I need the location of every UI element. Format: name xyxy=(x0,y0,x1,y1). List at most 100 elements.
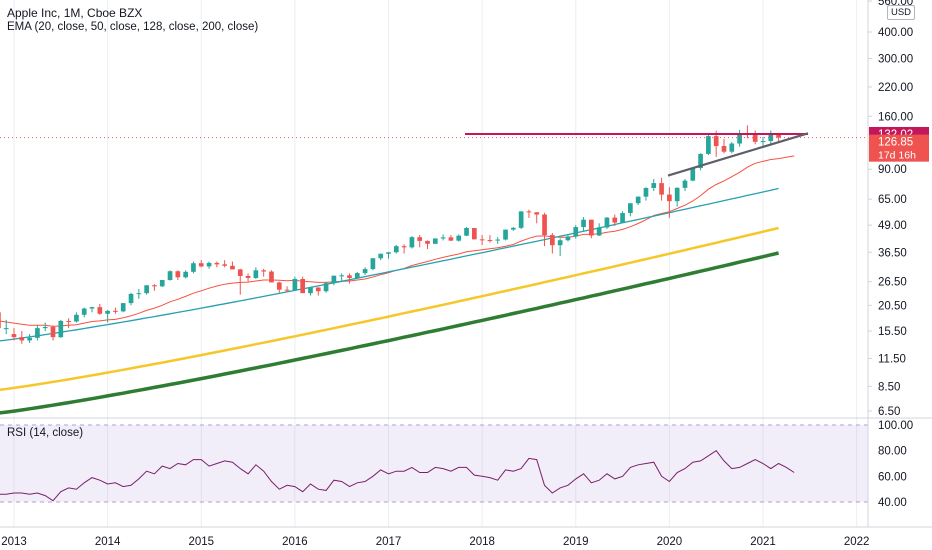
candle-body xyxy=(152,285,157,287)
candle-body xyxy=(245,275,251,278)
candle-body xyxy=(760,141,766,143)
candle-body xyxy=(534,212,540,215)
price-tick-label: 400.00 xyxy=(878,27,913,39)
ema-128-line xyxy=(0,226,779,391)
candle-body xyxy=(315,287,321,292)
last-price-tag-text: 126.85 xyxy=(878,137,913,149)
candle-body xyxy=(721,146,727,152)
candle-body xyxy=(27,337,32,341)
candle-body xyxy=(596,227,602,236)
candle-body xyxy=(354,273,360,278)
candle-body xyxy=(386,252,391,254)
candle-body xyxy=(456,235,462,241)
candle-body xyxy=(230,265,235,270)
candle-body xyxy=(674,187,680,202)
candle-body xyxy=(183,271,188,278)
time-tick-label: 2017 xyxy=(376,536,402,548)
candle-body xyxy=(440,237,446,239)
indicator-legend[interactable]: EMA (20, close, 50, close, 128, close, 2… xyxy=(7,21,259,33)
candle-body xyxy=(573,227,579,237)
symbol-title[interactable]: Apple Inc, 1M, Cboe BZX xyxy=(7,6,143,20)
ema-200-line xyxy=(0,251,779,415)
rsi-tick-label: 80.00 xyxy=(878,446,907,458)
time-tick-label: 2021 xyxy=(750,536,776,548)
price-tick-label: 300.00 xyxy=(878,53,913,65)
candle-body xyxy=(503,229,508,240)
candle-body xyxy=(159,279,165,287)
candle-body xyxy=(612,217,618,223)
time-tick-label: 2019 xyxy=(563,536,589,548)
candle-body xyxy=(136,293,142,295)
candle-body xyxy=(776,134,781,138)
candle-body xyxy=(479,239,485,241)
candle-body xyxy=(378,253,384,259)
candle-body xyxy=(105,310,110,314)
candle-body xyxy=(198,263,204,267)
rsi-band-lines xyxy=(0,424,868,503)
candle-body xyxy=(768,134,774,142)
candle-body xyxy=(557,240,563,246)
rsi-tick-label: 40.00 xyxy=(878,497,907,509)
candle-body xyxy=(120,303,126,312)
candle-body xyxy=(393,246,399,253)
candle-body xyxy=(66,320,71,322)
candle-body xyxy=(706,136,711,154)
candle-body xyxy=(253,270,259,278)
candle-body xyxy=(323,283,329,292)
drawings xyxy=(0,132,868,177)
candle-body xyxy=(261,270,267,272)
price-tick-label: 160.00 xyxy=(878,111,913,123)
candle-body xyxy=(409,237,415,248)
candle-body xyxy=(698,153,703,169)
candle-body xyxy=(550,235,555,246)
candle-body xyxy=(214,262,220,265)
candle-body xyxy=(518,211,524,228)
trend-line xyxy=(667,132,809,177)
candle-body xyxy=(128,293,134,304)
candle-body xyxy=(752,134,758,142)
last-price-tag xyxy=(869,134,929,162)
candle-body xyxy=(565,236,571,241)
candle-body xyxy=(35,328,40,338)
price-tick-label: 90.00 xyxy=(878,164,907,176)
candle-body xyxy=(425,240,430,244)
candle-body xyxy=(331,275,337,284)
rsi-line-group xyxy=(0,450,795,502)
candle-body xyxy=(3,328,9,330)
candle-body xyxy=(206,262,212,267)
candle-body xyxy=(464,228,469,236)
candle-body xyxy=(487,240,493,242)
price-tick-label: 49.00 xyxy=(878,220,907,232)
currency-button[interactable]: USD xyxy=(887,5,915,20)
candle-body xyxy=(651,183,657,188)
candle-body xyxy=(471,228,477,240)
rsi-line xyxy=(0,450,795,502)
candle-body xyxy=(682,180,688,188)
price-tick-label: 11.50 xyxy=(878,354,906,366)
candle-body xyxy=(300,278,306,294)
time-tick-label: 2014 xyxy=(95,536,121,548)
price-tick-label: 8.50 xyxy=(878,381,900,393)
rsi-legend[interactable]: RSI (14, close) xyxy=(7,427,84,439)
candle-body xyxy=(11,334,17,338)
candle-body xyxy=(713,136,719,147)
price-tick-label: 65.00 xyxy=(878,194,907,206)
price-tick-label: 26.50 xyxy=(878,277,907,289)
time-tick-label: 2018 xyxy=(469,536,495,548)
ema-lines xyxy=(0,155,795,415)
candle-body xyxy=(643,187,649,197)
candle-body xyxy=(495,239,501,241)
candle-body xyxy=(542,214,547,236)
price-tick-label: 20.50 xyxy=(878,300,907,312)
candle-body xyxy=(58,320,64,338)
candle-body xyxy=(276,282,282,290)
candle-body xyxy=(292,278,298,291)
candle-body xyxy=(74,314,79,322)
candle-body xyxy=(339,275,345,277)
candle-body xyxy=(690,168,696,181)
time-tick-label: 2020 xyxy=(657,536,683,548)
candle-body xyxy=(175,271,181,278)
candle-body xyxy=(667,194,672,202)
candle-body xyxy=(97,307,103,314)
